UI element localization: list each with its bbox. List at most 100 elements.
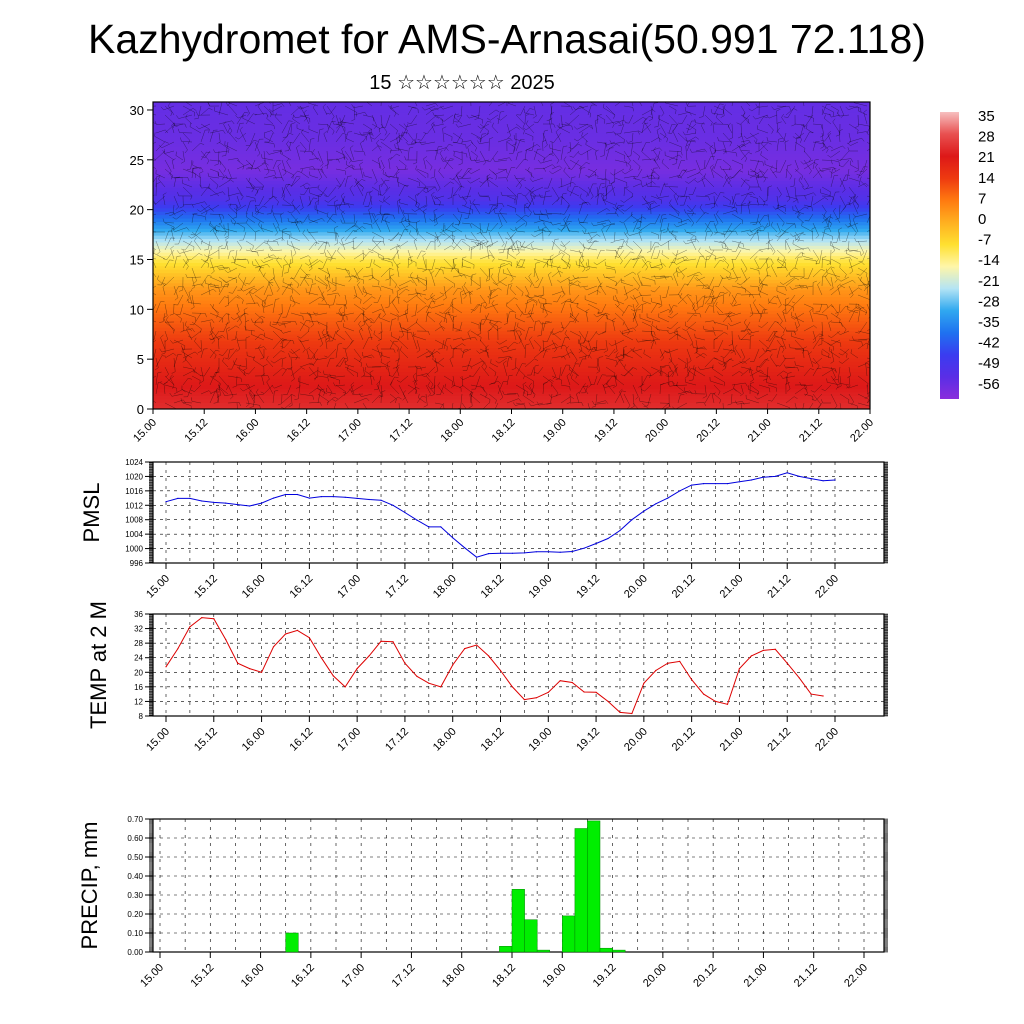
wind-barb <box>191 167 204 171</box>
wind-barb <box>184 321 193 332</box>
wind-barb <box>857 338 870 342</box>
wind-barb <box>569 312 577 324</box>
wind-barb <box>667 382 679 387</box>
wind-barb <box>425 348 436 358</box>
wind-barb <box>508 102 517 107</box>
wind-barb <box>458 268 472 278</box>
wind-barb <box>452 185 465 197</box>
wind-barb <box>731 371 743 377</box>
wind-barb <box>155 129 169 134</box>
wind-barb <box>515 303 523 317</box>
wind-barb <box>188 290 193 305</box>
wind-barb <box>308 366 317 381</box>
wind-barb <box>766 402 769 409</box>
wind-barb <box>351 267 364 277</box>
wind-barb <box>200 187 212 197</box>
wind-barb <box>272 350 285 359</box>
wind-barb <box>524 375 535 386</box>
wind-barb <box>794 252 805 260</box>
wind-barb <box>866 399 870 404</box>
wind-barb <box>835 123 841 137</box>
wind-barb <box>286 158 292 170</box>
wind-barb <box>743 319 751 332</box>
wind-barb <box>371 348 382 358</box>
wind-barb <box>290 170 302 179</box>
wind-barb <box>603 382 607 395</box>
wind-barb <box>596 219 612 224</box>
wind-barb <box>348 384 364 392</box>
wind-barb <box>530 191 535 206</box>
wind-barb <box>560 204 571 215</box>
wind-barb <box>344 366 358 378</box>
wind-barb <box>236 312 243 326</box>
wind-barb <box>776 249 786 261</box>
wind-barb <box>503 312 508 325</box>
wind-barb <box>416 318 427 332</box>
wind-barb <box>371 276 380 286</box>
wind-barb <box>200 319 215 324</box>
colorbar-label: 0 <box>978 211 986 228</box>
wind-barb <box>191 167 198 179</box>
heatmap-cell <box>153 371 870 376</box>
wind-barb <box>784 140 789 152</box>
wind-barb <box>453 113 463 125</box>
wind-barb <box>672 402 688 409</box>
wind-barb <box>236 112 249 125</box>
wind-barb <box>161 339 166 355</box>
wind-barb <box>380 213 389 224</box>
wind-barb <box>182 285 190 302</box>
wind-barb <box>332 393 346 402</box>
wind-barb <box>570 374 580 386</box>
wind-barb <box>641 158 656 163</box>
wind-barb <box>677 219 692 224</box>
wind-barb <box>623 393 631 409</box>
wind-barb <box>344 348 349 363</box>
wind-barb <box>363 171 373 179</box>
wind-barb <box>191 375 201 385</box>
wind-barb <box>452 177 462 191</box>
y-tick-label: 0.00 <box>127 948 143 957</box>
wind-barb <box>340 119 346 134</box>
wind-barb <box>488 380 501 386</box>
wind-barb <box>227 384 234 400</box>
wind-barb <box>314 205 328 215</box>
wind-barb <box>380 303 386 318</box>
wind-barb <box>261 303 274 308</box>
x-tick-label: 18.12 <box>479 726 507 754</box>
wind-barb <box>263 294 272 305</box>
y-tick-label: 8 <box>139 712 144 721</box>
wind-barb <box>830 105 839 115</box>
wind-barb <box>666 330 679 335</box>
colorbar-label: -56 <box>978 376 1000 393</box>
wind-barb <box>595 330 607 336</box>
wind-barb <box>759 222 769 231</box>
wind-barb <box>675 267 688 274</box>
wind-barb <box>684 229 697 234</box>
wind-barb <box>578 125 593 134</box>
wind-barb <box>488 137 494 152</box>
wind-barb <box>250 392 265 397</box>
wind-barb <box>533 148 542 161</box>
wind-barb <box>454 114 463 123</box>
wind-barb <box>328 330 337 342</box>
precip-bar <box>511 889 525 953</box>
wind-barb <box>353 111 368 116</box>
wind-barb <box>477 192 490 197</box>
wind-barb <box>603 339 608 353</box>
wind-barb <box>630 303 643 312</box>
wind-barb <box>740 193 752 206</box>
wind-barb <box>209 168 219 177</box>
wind-barb <box>362 402 368 409</box>
wind-barb <box>425 351 441 359</box>
wind-barb <box>632 257 647 262</box>
wind-barb <box>245 302 260 307</box>
wind-barb <box>479 393 491 404</box>
wind-barb <box>771 105 787 110</box>
wind-barb <box>362 287 373 296</box>
colorbar-label: 21 <box>978 149 995 166</box>
wind-barb <box>632 177 642 185</box>
wind-barb <box>623 105 634 112</box>
wind-barb <box>856 267 868 276</box>
wind-barb <box>251 211 265 224</box>
wind-barb <box>569 280 581 287</box>
